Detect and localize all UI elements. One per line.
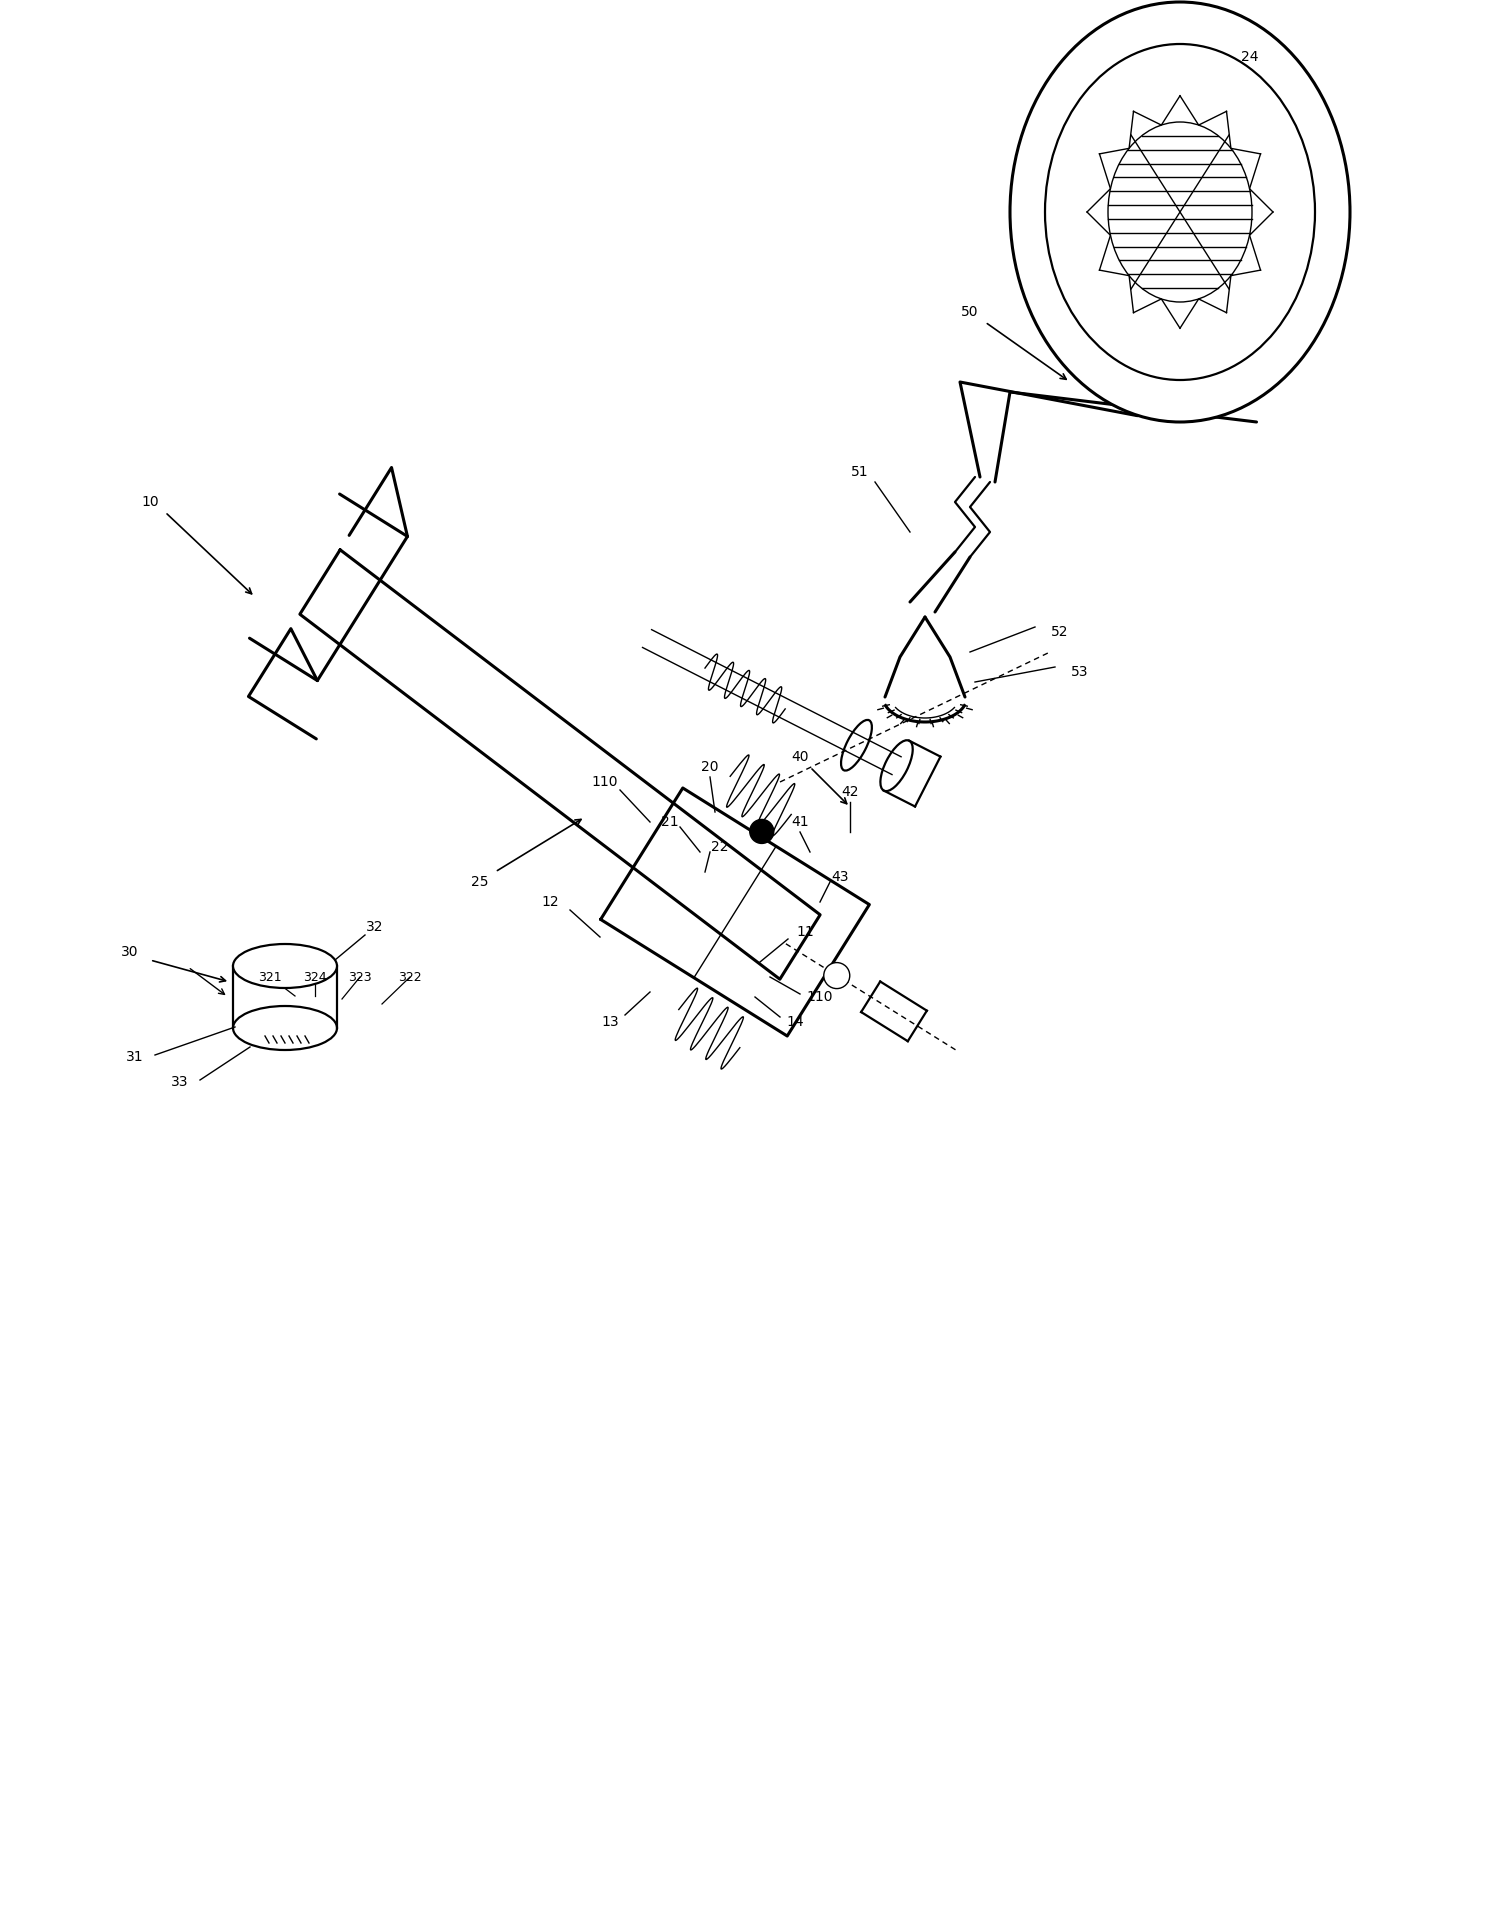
Text: 25: 25: [471, 875, 489, 889]
Circle shape: [750, 819, 774, 844]
Text: 43: 43: [831, 869, 849, 885]
Ellipse shape: [1044, 44, 1315, 381]
Circle shape: [823, 962, 850, 989]
Text: 51: 51: [852, 466, 870, 479]
Ellipse shape: [880, 740, 913, 790]
Text: 32: 32: [366, 920, 384, 933]
Text: 42: 42: [841, 784, 859, 800]
Text: 20: 20: [701, 759, 719, 775]
Text: 24: 24: [1242, 50, 1259, 64]
Text: 31: 31: [125, 1049, 143, 1065]
Text: 323: 323: [348, 970, 372, 983]
Ellipse shape: [1010, 2, 1351, 421]
Text: 22: 22: [711, 840, 729, 854]
Text: 110: 110: [592, 775, 619, 788]
Text: 30: 30: [121, 945, 139, 958]
Text: 13: 13: [601, 1014, 619, 1030]
Text: 10: 10: [142, 495, 158, 508]
Text: 11: 11: [796, 925, 814, 939]
Text: 53: 53: [1071, 665, 1089, 678]
Ellipse shape: [233, 945, 338, 987]
Text: 33: 33: [172, 1074, 188, 1090]
Text: 21: 21: [662, 815, 678, 829]
Text: 324: 324: [303, 970, 327, 983]
Text: 50: 50: [961, 305, 979, 319]
Text: 322: 322: [399, 970, 421, 983]
Text: 12: 12: [541, 895, 559, 908]
Text: 40: 40: [792, 750, 808, 763]
Text: 321: 321: [258, 970, 282, 983]
Text: 41: 41: [792, 815, 808, 829]
Text: 52: 52: [1052, 624, 1068, 639]
Text: 110: 110: [807, 989, 834, 1005]
Text: 14: 14: [786, 1014, 804, 1030]
